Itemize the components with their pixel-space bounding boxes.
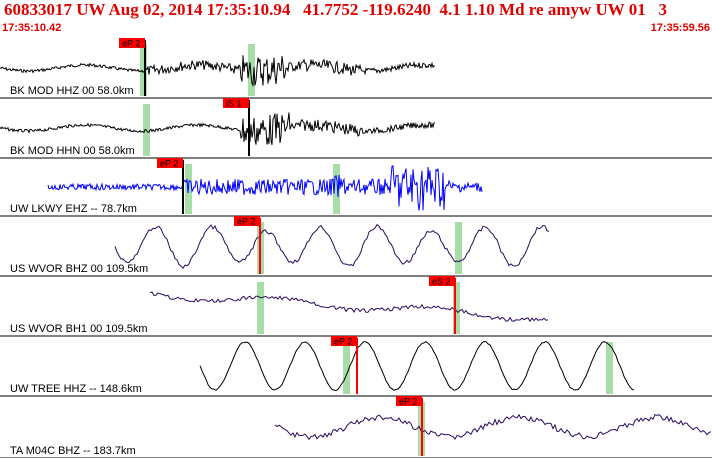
waveform — [0, 112, 436, 146]
pick-flag — [223, 98, 249, 108]
event-title: 60833017 UW Aug 02, 2014 17:35:10.94 41.… — [4, 0, 667, 19]
trace-tracks: eP 2 BK MOD HHZ 00 58.0km iS 1 BK MOD HHN 0… — [0, 38, 712, 458]
pick-flag-label: eP 2 — [237, 217, 255, 227]
pick-window — [453, 282, 460, 334]
waveform — [149, 291, 549, 323]
pick-flag-label: eS 2 — [432, 277, 451, 287]
pick-window — [248, 44, 255, 96]
pick-flag — [396, 396, 422, 406]
waveform — [47, 165, 483, 211]
pick-flag — [157, 158, 183, 168]
end-time: 17:35:59.56 — [650, 22, 710, 34]
pick-window — [455, 222, 462, 274]
station-label: UW LKWY EHZ -- 78.7km — [10, 203, 137, 215]
pick-flag-label: eP 2 — [334, 337, 352, 347]
pick-flag-label: eP 2 — [160, 159, 178, 169]
pick-window — [257, 282, 264, 334]
waveform — [0, 55, 436, 88]
pick-flag — [119, 38, 145, 48]
pick-window — [140, 44, 147, 96]
station-label: US WVOR BHZ 00 109.5km — [10, 263, 148, 275]
pick-flag — [234, 216, 260, 226]
header: 60833017 UW Aug 02, 2014 17:35:10.94 41.… — [0, 0, 712, 38]
pick-flag-label: iS 1 — [226, 99, 242, 109]
plot-background — [0, 38, 712, 458]
pick-flag — [429, 276, 455, 286]
station-label: UW TREE HHZ -- 148.6km — [10, 383, 142, 395]
station-label: BK MOD HHN 00 58.0km — [10, 145, 135, 157]
pick-window — [333, 164, 340, 214]
start-time: 17:35:10.42 — [2, 22, 62, 34]
waveform — [199, 340, 635, 392]
station-label: BK MOD HHZ 00 58.0km — [10, 85, 133, 97]
station-label: US WVOR BH1 00 109.5km — [10, 323, 148, 335]
pick-flag-label: eP 2 — [399, 397, 417, 407]
pick-flag-label: eP 2 — [122, 39, 140, 49]
pick-flag — [331, 336, 357, 346]
waveform — [114, 223, 550, 270]
seismogram-panel[interactable]: eP 2 BK MOD HHZ 00 58.0km iS 1 BK MOD HHN 0… — [0, 38, 712, 458]
pick-window — [343, 342, 350, 394]
station-label: TA M04C BHZ -- 183.7km — [10, 445, 136, 457]
waveform — [274, 413, 712, 441]
pick-window — [606, 342, 613, 394]
